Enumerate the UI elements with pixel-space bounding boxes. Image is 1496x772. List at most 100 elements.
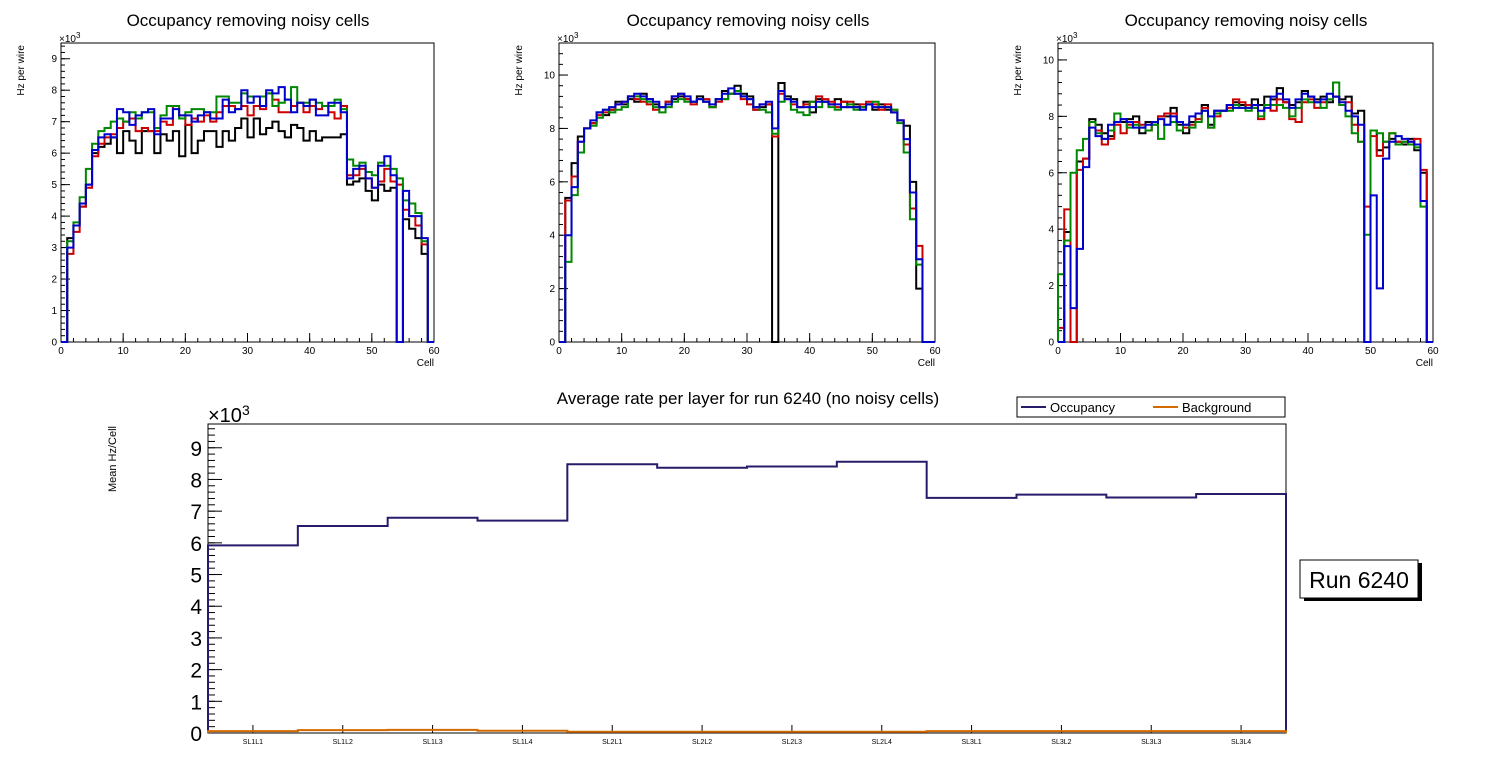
y-tick-label: 3 bbox=[190, 628, 202, 651]
y-tick-label: 7 bbox=[190, 501, 202, 524]
run-box-label: Run 6240 bbox=[1309, 567, 1409, 593]
y-tick-label: 6 bbox=[1048, 168, 1054, 179]
x-tick-label: 20 bbox=[1177, 346, 1189, 357]
y-axis-label: Mean Hz/Cell bbox=[107, 426, 119, 492]
panel-title: Occupancy removing noisy cells bbox=[1125, 11, 1368, 30]
x-tick-label: SL2L2 bbox=[692, 739, 712, 746]
y-tick-label: 8 bbox=[1048, 112, 1054, 123]
y-tick-label: 1 bbox=[51, 306, 57, 317]
y-tick-label: 2 bbox=[51, 275, 57, 286]
y-multiplier-label: ×103 bbox=[208, 402, 250, 427]
y-tick-label: 8 bbox=[549, 124, 555, 135]
series-blue bbox=[1058, 92, 1433, 343]
x-axis-label: Cell bbox=[417, 358, 434, 369]
x-tick-label: SL1L1 bbox=[243, 739, 263, 746]
x-tick-label: SL3L1 bbox=[961, 739, 981, 746]
y-tick-label: 5 bbox=[51, 180, 57, 191]
x-tick-label: SL3L2 bbox=[1051, 739, 1071, 746]
legend: Occupancy Background bbox=[1016, 396, 1286, 418]
x-tick-label: 60 bbox=[929, 346, 941, 357]
x-tick-label: 40 bbox=[1302, 346, 1314, 357]
series-green bbox=[61, 86, 434, 343]
y-tick-label: 2 bbox=[549, 284, 555, 295]
series-red bbox=[559, 92, 935, 343]
x-tick-label: 10 bbox=[118, 346, 130, 357]
y-tick-label: 8 bbox=[190, 469, 202, 492]
series-black bbox=[61, 117, 434, 343]
x-tick-label: 20 bbox=[180, 346, 192, 357]
y-tick-label: 4 bbox=[549, 231, 555, 242]
run-box-frame bbox=[1299, 559, 1419, 599]
summary-panel: Average rate per layer for run 6240 (no … bbox=[107, 389, 1422, 746]
y-tick-label: 1 bbox=[190, 691, 202, 714]
y-multiplier-exp: 3 bbox=[1073, 31, 1078, 40]
y-multiplier-exp: 3 bbox=[242, 402, 250, 418]
y-tick-label: 8 bbox=[51, 86, 57, 97]
x-axis-label: Cell bbox=[918, 358, 935, 369]
y-tick-label: 0 bbox=[51, 338, 57, 349]
x-tick-label: SL3L3 bbox=[1141, 739, 1161, 746]
x-tick-label: 20 bbox=[679, 346, 691, 357]
series-blue bbox=[61, 86, 434, 343]
x-tick-label: 50 bbox=[867, 346, 879, 357]
y-multiplier-label: ×103 bbox=[557, 31, 579, 45]
legend-label-occupancy: Occupancy bbox=[1050, 400, 1116, 415]
x-tick-label: SL2L4 bbox=[872, 739, 892, 746]
series-background bbox=[207, 728, 1287, 733]
x-tick-label: 60 bbox=[1427, 346, 1439, 357]
x-axis-label: Cell bbox=[1416, 358, 1433, 369]
x-tick-label: 10 bbox=[1115, 346, 1127, 357]
y-tick-label: 6 bbox=[51, 149, 57, 160]
y-tick-label: 0 bbox=[190, 723, 202, 746]
x-tick-label: 30 bbox=[741, 346, 753, 357]
y-tick-label: 6 bbox=[190, 533, 202, 556]
panel-title: Occupancy removing noisy cells bbox=[127, 11, 370, 30]
y-multiplier-label: ×103 bbox=[1056, 31, 1078, 45]
y-tick-label: 9 bbox=[190, 438, 202, 461]
y-tick-label: 2 bbox=[190, 660, 202, 683]
y-tick-label: 6 bbox=[549, 177, 555, 188]
x-tick-label: 0 bbox=[1055, 346, 1061, 357]
x-tick-label: 10 bbox=[616, 346, 628, 357]
y-tick-label: 0 bbox=[1048, 338, 1054, 349]
series-blue bbox=[559, 87, 935, 343]
x-tick-label: 50 bbox=[1365, 346, 1377, 357]
legend-label-background: Background bbox=[1182, 400, 1251, 415]
x-tick-label: 40 bbox=[804, 346, 816, 357]
x-tick-label: SL3L4 bbox=[1231, 739, 1251, 746]
y-tick-label: 2 bbox=[1048, 281, 1054, 292]
x-tick-label: 0 bbox=[556, 346, 562, 357]
x-tick-label: 60 bbox=[428, 346, 440, 357]
x-tick-label: SL1L4 bbox=[512, 739, 532, 746]
x-tick-label: SL2L3 bbox=[782, 739, 802, 746]
series-occupancy bbox=[207, 460, 1287, 733]
x-tick-label: 30 bbox=[242, 346, 254, 357]
y-tick-label: 10 bbox=[1043, 55, 1055, 66]
x-tick-label: 0 bbox=[58, 346, 64, 357]
series-green bbox=[559, 90, 935, 343]
y-axis-label: Hz per wire bbox=[1013, 45, 1024, 96]
plot-frame bbox=[1057, 42, 1434, 343]
y-tick-label: 7 bbox=[51, 117, 57, 128]
y-tick-label: 9 bbox=[51, 54, 57, 65]
y-tick-label: 4 bbox=[190, 596, 202, 619]
plot-frame bbox=[207, 423, 1287, 734]
summary-title: Average rate per layer for run 6240 (no … bbox=[557, 389, 939, 408]
y-multiplier-label: ×103 bbox=[59, 31, 81, 45]
legend-box bbox=[1016, 396, 1286, 418]
panel-2: Occupancy removing noisy cells 0 10 20 30 40 5… bbox=[514, 11, 941, 369]
y-axis-label: Hz per wire bbox=[16, 45, 27, 96]
y-axis-label: Hz per wire bbox=[514, 45, 525, 96]
plot-frame bbox=[558, 42, 936, 343]
panel-title: Occupancy removing noisy cells bbox=[627, 11, 870, 30]
x-tick-label: SL1L2 bbox=[333, 739, 353, 746]
y-tick-label: 10 bbox=[544, 71, 556, 82]
y-tick-label: 4 bbox=[51, 212, 57, 223]
run-box: Run 6240 bbox=[1299, 559, 1422, 601]
x-tick-label: SL2L1 bbox=[602, 739, 622, 746]
y-tick-label: 4 bbox=[1048, 225, 1054, 236]
series-black bbox=[559, 82, 935, 343]
